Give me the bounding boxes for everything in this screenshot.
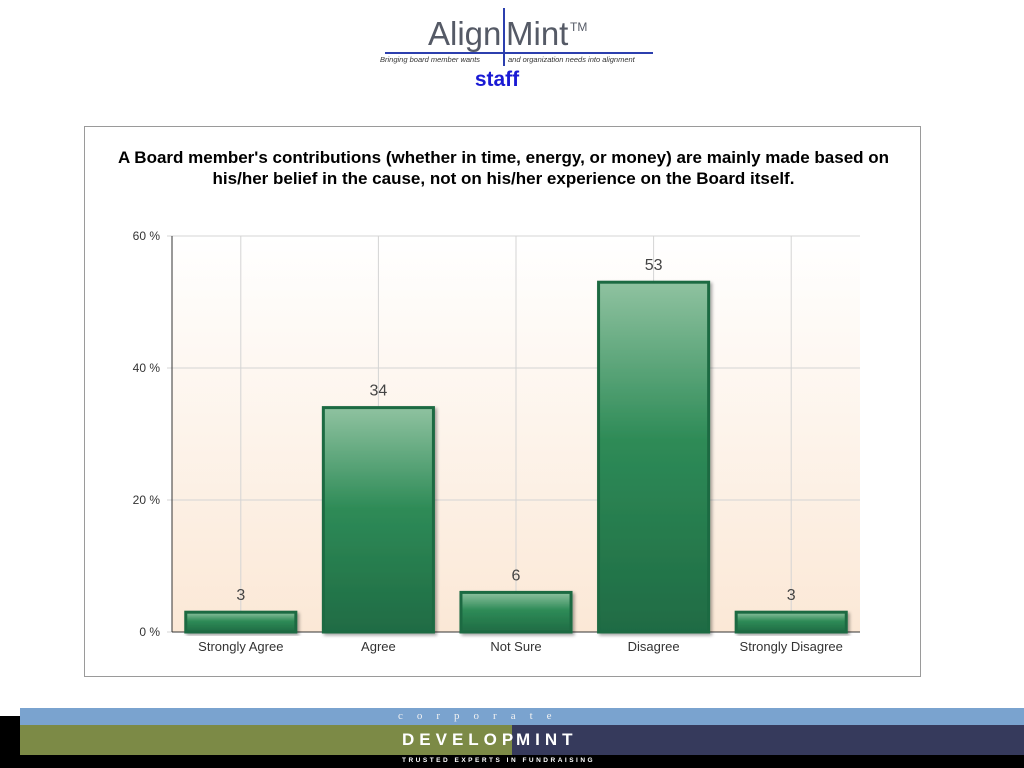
data-label: 3 — [787, 587, 796, 604]
x-tick-label: Disagree — [628, 639, 680, 654]
bar — [459, 590, 573, 634]
bar — [321, 406, 435, 634]
x-tick-label: Agree — [361, 639, 396, 654]
data-label: 6 — [512, 567, 521, 584]
data-label: 3 — [236, 587, 245, 604]
footer-develop-band — [392, 725, 512, 755]
footer-navy-band — [512, 725, 1024, 755]
chart-panel: A Board member's contributions (whether … — [84, 126, 921, 677]
bar — [734, 610, 848, 634]
logo-mint-text: Mint — [506, 15, 569, 52]
footer-mint-text: MINT — [516, 730, 578, 749]
chart-title: A Board member's contributions (whether … — [117, 148, 890, 188]
footer-black-band — [20, 755, 1024, 768]
footer-blue-band — [20, 708, 1024, 725]
y-tick-label: 40 % — [133, 361, 161, 375]
logo-divider-horizontal — [385, 52, 653, 54]
y-tick-label: 0 % — [139, 625, 160, 639]
footer-develop-text: DEVELOP — [402, 730, 519, 749]
logo-divider-vertical — [503, 8, 505, 66]
data-label: 53 — [645, 257, 663, 274]
bar — [597, 280, 711, 634]
page-subtitle: staff — [474, 68, 520, 91]
footer-corporate-text: corporate — [398, 710, 566, 722]
logo-tagline-left: Bringing board member wants — [380, 55, 481, 64]
alignmint-logo: Align Mint TM Bringing board member want… — [370, 4, 670, 100]
logo-tagline-right: and organization needs into alignment — [508, 55, 635, 64]
bar — [184, 610, 298, 634]
x-tick-label: Strongly Agree — [198, 639, 283, 654]
logo-trademark: TM — [570, 20, 588, 34]
data-label: 34 — [370, 383, 388, 400]
x-tick-label: Not Sure — [490, 639, 541, 654]
y-tick-label: 20 % — [133, 493, 161, 507]
footer-black-block — [0, 716, 20, 768]
footer-tagline: TRUSTED EXPERTS IN FUNDRAISING — [402, 757, 596, 764]
footer-olive-band — [20, 725, 392, 755]
bar-chart: 0 % 20 % 40 % 60 % 3 Strongly Agree 34 Agree 6 No… — [133, 229, 860, 654]
logo-align-text: Align — [428, 15, 502, 52]
x-tick-label: Strongly Disagree — [740, 639, 843, 654]
y-tick-label: 60 % — [133, 229, 161, 243]
